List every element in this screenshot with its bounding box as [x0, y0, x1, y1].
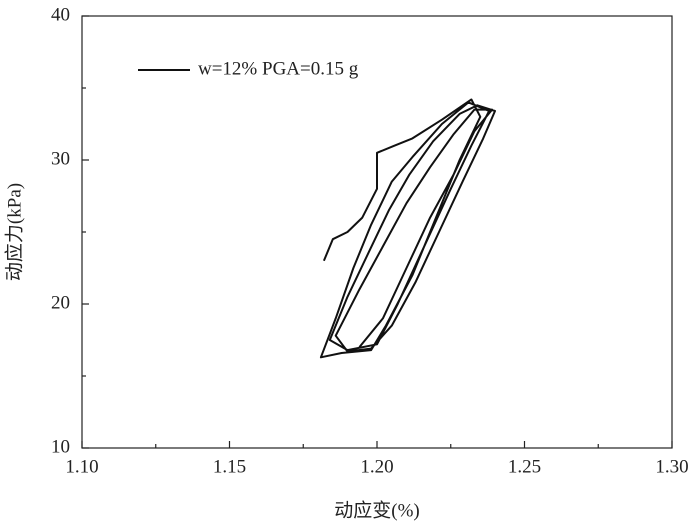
- y-tick-label: 20: [51, 292, 70, 313]
- y-axis-label: 动应力(kPa): [3, 183, 25, 281]
- x-tick-label: 1.30: [655, 456, 688, 477]
- data-line: [319, 98, 496, 359]
- y-tick-label: 40: [51, 4, 70, 25]
- x-tick-label: 1.20: [360, 456, 393, 477]
- y-tick-label: 10: [51, 436, 70, 457]
- plot-frame: [81, 15, 673, 449]
- x-tick-label: 1.10: [65, 456, 98, 477]
- x-axis-label: 动应变(%): [334, 499, 419, 521]
- y-tick-label: 30: [51, 148, 70, 169]
- x-tick-label: 1.15: [213, 456, 246, 477]
- x-tick-label: 1.25: [508, 456, 541, 477]
- legend-label: w=12% PGA=0.15 g: [198, 58, 359, 79]
